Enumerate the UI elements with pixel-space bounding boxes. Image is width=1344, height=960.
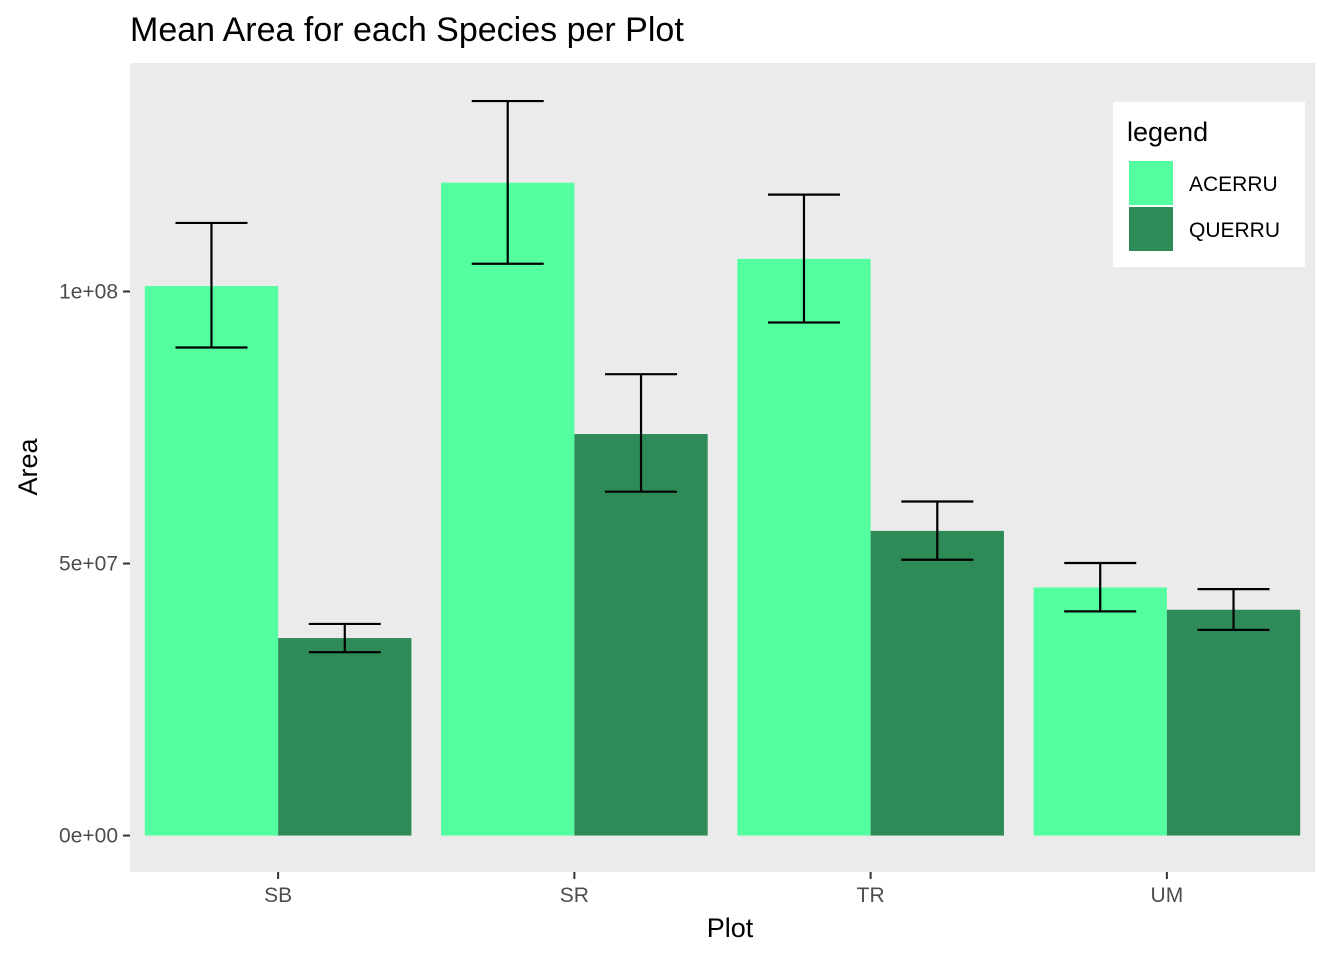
y-tick-label: 1e+08 xyxy=(59,281,118,304)
error-bar-querru-sb xyxy=(308,622,381,654)
error-bar-querru-sr xyxy=(605,373,678,493)
legend-label-acerru: ACERRU xyxy=(1189,173,1278,196)
bar-querru-tr xyxy=(870,530,1004,836)
x-tick-label: SR xyxy=(560,884,589,907)
bar-acerru-tr xyxy=(737,258,871,836)
bar-querru-sb xyxy=(278,638,412,836)
legend: legend ACERRU QUERRU xyxy=(1113,102,1305,267)
x-tick-label: TR xyxy=(857,884,885,907)
error-bar-acerru-sr xyxy=(471,99,544,265)
x-axis-title: Plot xyxy=(707,913,754,943)
y-tick-label: 0e+00 xyxy=(59,825,118,848)
error-bar-acerru-sb xyxy=(175,221,248,349)
y-axis-title: Area xyxy=(13,438,43,496)
x-axis: SB SR TR UM xyxy=(264,872,1183,907)
legend-key-querru xyxy=(1129,207,1173,251)
legend-label-querru: QUERRU xyxy=(1189,219,1280,242)
x-tick-label: SB xyxy=(264,884,292,907)
error-bar-acerru-um xyxy=(1064,561,1137,613)
chart-title: Mean Area for each Species per Plot xyxy=(130,11,684,49)
y-tick-label: 5e+07 xyxy=(59,553,118,576)
legend-title: legend xyxy=(1127,117,1208,147)
x-tick-label: UM xyxy=(1151,884,1184,907)
y-axis: 0e+00 5e+07 1e+08 xyxy=(59,281,130,848)
bars-layer xyxy=(144,182,1301,836)
error-bar-acerru-tr xyxy=(767,193,840,324)
bar-acerru-sr xyxy=(441,182,575,836)
bar-acerru-um xyxy=(1033,587,1167,836)
legend-key-acerru xyxy=(1129,161,1173,205)
error-bar-querru-tr xyxy=(901,500,974,561)
bar-querru-sr xyxy=(574,434,708,836)
bar-querru-um xyxy=(1166,609,1301,836)
error-bars-layer xyxy=(175,99,1270,654)
error-bar-querru-um xyxy=(1197,587,1270,631)
bar-acerru-sb xyxy=(144,286,279,836)
